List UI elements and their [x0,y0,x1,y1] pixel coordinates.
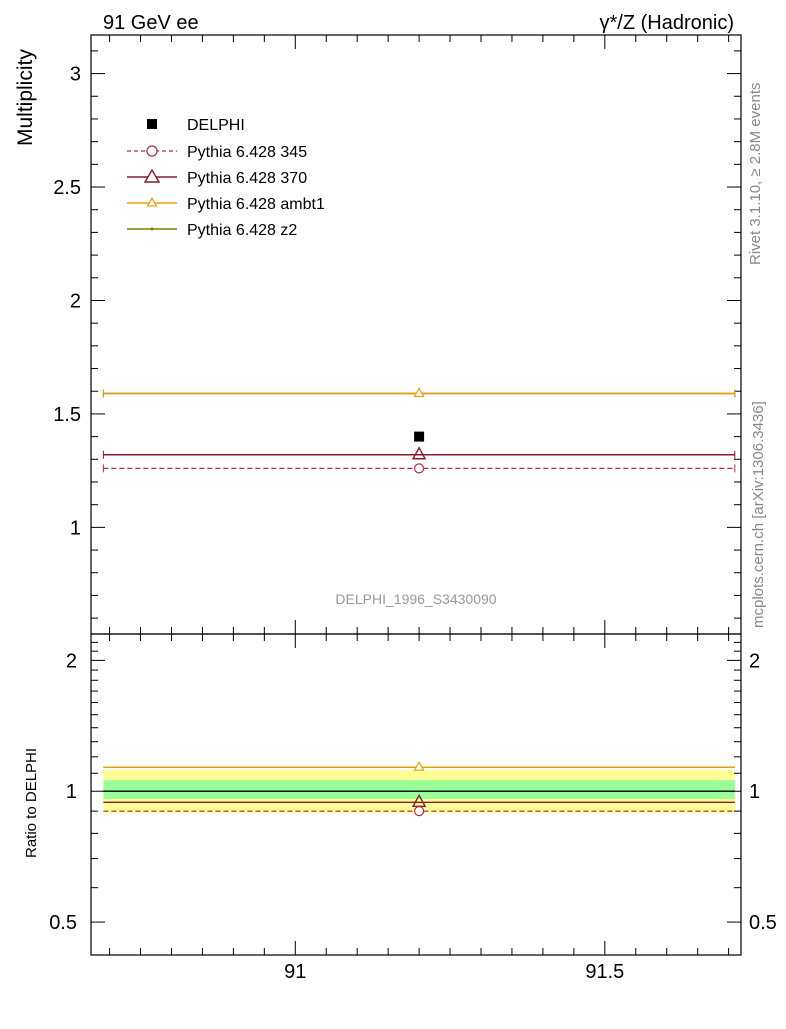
ratio-y-tick-label-right: 0.5 [749,912,777,934]
main-y-axis-label: Multiplicity [14,49,37,146]
main-y-tick-label: 1.5 [53,404,81,426]
legend-label-z2: Pythia 6.428 z2 [187,222,297,239]
ratio-y-tick-label-right: 1 [749,781,760,803]
main-y-tick-label: 2 [70,290,81,312]
legend-marker-345 [146,145,158,157]
main-y-tick-label: 3 [70,64,81,86]
ratio-point-pythia-6-428-ambt1 [413,760,425,771]
ratio-y-tick-label-left: 1 [66,781,77,803]
legend-label-370: Pythia 6.428 370 [187,170,307,187]
ratio-y-tick-label-left: 2 [66,650,77,672]
rivet-version-text: Rivet 3.1.10, ≥ 2.8M events [747,83,764,266]
legend-marker-ambt1 [146,196,158,207]
ratio-y-axis-label: Ratio to DELPHI [23,748,40,858]
legend-label-ambt1: Pythia 6.428 ambt1 [187,196,325,213]
ratio-plot: 91 91.5 0.5 0.5 1 1 2 2 [49,633,777,983]
mcplots-text: mcplots.cern.ch [arXiv:1306.3436] [750,401,767,628]
legend-label-delphi: DELPHI [187,117,245,134]
main-point-delphi [414,431,425,442]
x-tick-label: 91.5 [585,961,624,983]
header-right: γ*/Z (Hadronic) [600,12,734,34]
legend-marker-370 [143,168,161,183]
ratio-frame [90,633,742,956]
ratio-point-pythia-6-428-345 [413,806,425,817]
ratio-band-green [103,780,735,799]
x-tick-label: 91 [284,961,306,983]
ratio-y-tick-label-left: 0.5 [49,912,77,934]
legend-label-345: Pythia 6.428 345 [187,144,307,161]
main-point-pythia-6-428-345 [413,463,425,474]
legend: DELPHI Pythia 6.428 345 Pythia 6.428 370… [127,117,325,239]
main-y-tick-label: 1 [70,517,81,539]
legend-marker-z2 [150,227,154,231]
main-y-tick-label: 2.5 [53,177,81,199]
legend-marker-delphi [147,119,157,129]
analysis-watermark: DELPHI_1996_S3430090 [335,591,496,607]
ratio-y-tick-label-right: 2 [749,650,760,672]
main-point-pythia-6-428-370 [411,446,427,460]
main-point-pythia-6-428-ambt1 [413,387,425,398]
header-left: 91 GeV ee [103,12,199,34]
